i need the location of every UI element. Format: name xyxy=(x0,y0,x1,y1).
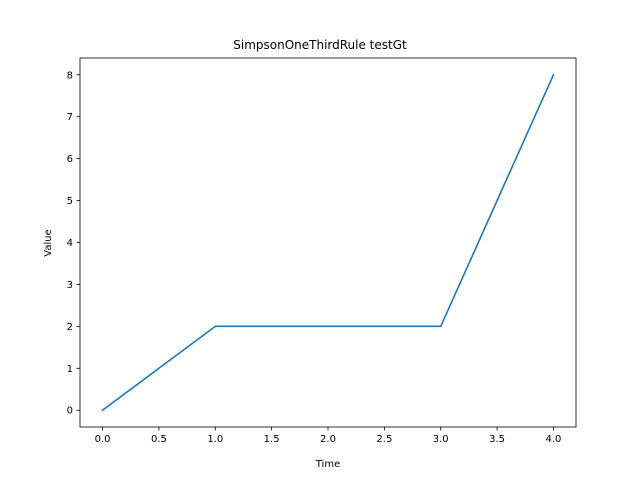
x-tick-label: 2.0 xyxy=(320,434,336,445)
series-line xyxy=(101,73,555,412)
x-tick-label: 4.0 xyxy=(546,434,562,445)
x-axis-label: Time xyxy=(315,459,340,470)
x-tick-label: 0.0 xyxy=(95,434,111,445)
y-tick-label: 0 xyxy=(67,406,73,417)
x-tick-label: 0.5 xyxy=(151,434,167,445)
y-tick-label: 8 xyxy=(67,70,73,81)
chart-title: SimpsonOneThirdRule testGt xyxy=(233,38,407,52)
x-axis: 0.0 0.5 1.0 1.5 2.0 2.5 3.0 3.5 4.0 xyxy=(95,427,562,445)
y-tick-label: 2 xyxy=(67,322,73,333)
y-tick-label: 7 xyxy=(67,112,73,123)
x-tick-label: 1.5 xyxy=(264,434,280,445)
x-tick-label: 2.5 xyxy=(376,434,392,445)
y-tick-label: 4 xyxy=(67,238,73,249)
x-tick-label: 3.5 xyxy=(489,434,505,445)
x-tick-label: 3.0 xyxy=(433,434,449,445)
y-tick-label: 1 xyxy=(67,364,73,375)
y-tick-label: 5 xyxy=(67,196,73,207)
y-tick-label: 3 xyxy=(67,280,73,291)
series-layer xyxy=(101,73,555,412)
y-axis-label: Value xyxy=(43,229,54,256)
x-tick-label: 1.0 xyxy=(207,434,223,445)
y-axis: 0 1 2 3 4 5 6 7 8 xyxy=(67,70,80,417)
y-tick-label: 6 xyxy=(67,154,73,165)
